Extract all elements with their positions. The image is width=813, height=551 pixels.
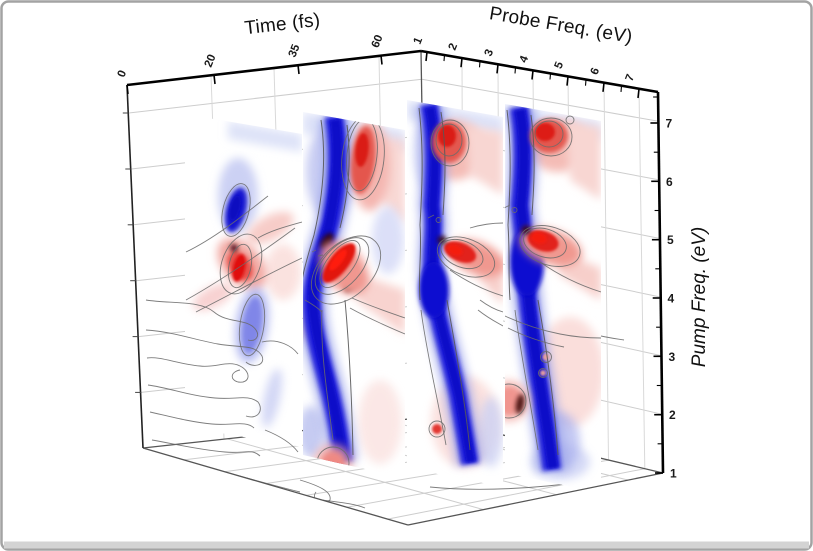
probe-tick-label: 4 xyxy=(518,54,532,65)
right-wall-contour-tail xyxy=(600,335,625,341)
time-tick-label: 20 xyxy=(203,53,219,69)
time-tick-label: 0 xyxy=(116,69,130,79)
bottom-strip xyxy=(4,541,809,549)
time-slice-0fs xyxy=(185,114,302,447)
probe-tick-label: 2 xyxy=(447,42,461,52)
pump-axis: 1 2 3 4 5 6 7 Pump Freq. (eV) xyxy=(650,91,710,481)
time-tick-label: 35 xyxy=(287,42,303,59)
box-edges-front xyxy=(126,84,664,526)
probe-tick-label: 1 xyxy=(412,35,426,46)
pump-tick-label: 2 xyxy=(669,408,676,422)
pump-axis-title: Pump Freq. (eV) xyxy=(689,227,710,367)
left-edge-ticks xyxy=(122,112,142,393)
left-wall-contour-projection xyxy=(145,299,299,457)
slice3-contours xyxy=(418,107,503,451)
slice4-contours xyxy=(505,109,601,456)
pump-tick-label: 5 xyxy=(667,233,674,247)
pump-tick-label: 6 xyxy=(666,175,673,189)
probe-tick-label: 7 xyxy=(624,73,638,83)
probe-tick-label: 3 xyxy=(483,48,497,58)
time-slice-35fs xyxy=(407,100,503,487)
pump-tick-label: 4 xyxy=(668,292,675,306)
pump-tick-label: 3 xyxy=(669,350,676,364)
slice1-contours xyxy=(185,183,302,357)
time-slice-20fs xyxy=(303,112,405,478)
time-tick-label: 60 xyxy=(370,33,386,49)
probe-tick-label: 5 xyxy=(553,60,567,71)
pump-tick-label: 1 xyxy=(670,467,677,481)
time-slice-60fs xyxy=(505,104,601,493)
probe-tick-label: 6 xyxy=(589,66,603,76)
pump-tick-label: 7 xyxy=(666,117,673,131)
